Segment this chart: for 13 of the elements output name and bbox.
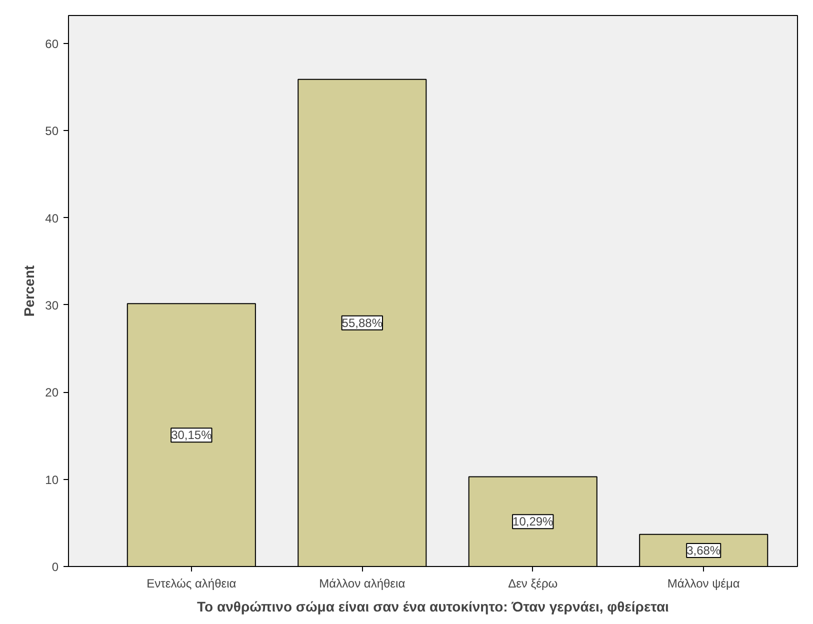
y-axis-title: Percent [21, 264, 38, 317]
x-tick-label: Εντελώς αλήθεια [146, 576, 236, 590]
y-tick-label: 60 [45, 36, 59, 51]
x-tick-label: Δεν ξέρω [508, 576, 558, 590]
x-axis-title: Το ανθρώπινο σώμα είναι σαν ένα αυτοκίνητο: Όταν γερνάει, φθείρεται [197, 598, 670, 614]
y-tick-label: 40 [45, 211, 59, 226]
y-tick-label: 20 [45, 386, 59, 400]
y-tick-label: 0 [52, 560, 59, 574]
y-tick-label: 10 [45, 472, 59, 487]
x-tick-label: Μάλλον ψέμα [667, 576, 740, 590]
x-tick-label: Μάλλον αλήθεια [319, 576, 406, 590]
y-tick-label: 50 [45, 124, 59, 138]
y-tick-label: 30 [45, 298, 59, 312]
